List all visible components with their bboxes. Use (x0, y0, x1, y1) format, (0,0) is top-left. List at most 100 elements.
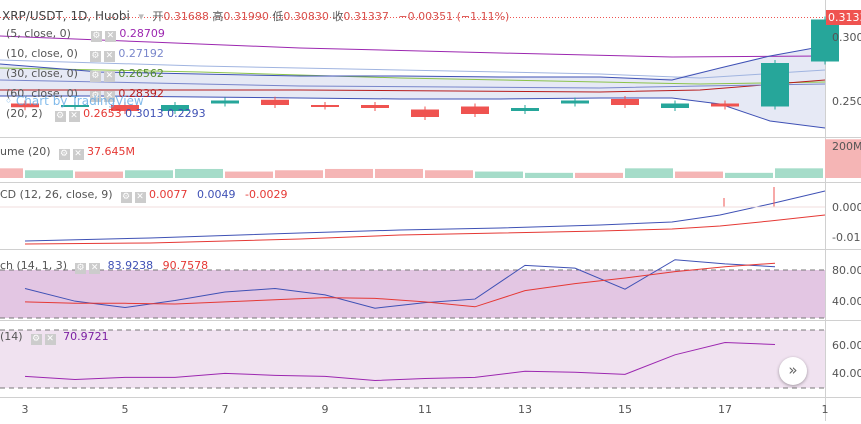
ma10-line (0, 59, 826, 79)
ma30-legend: (30, close, 0) ⚙ ✕ 0.26562 (6, 67, 164, 82)
chart-header: XRP/USDT, 1D, Huobi ▾ 开0.31688 高0.31990 … (2, 9, 509, 24)
candle-body (711, 103, 739, 107)
macd-label: CD (12, 26, close, 9) (0, 188, 113, 201)
candle-body (511, 108, 539, 111)
rsi-legend: (14) ⚙ ✕ 70.9721 (0, 330, 109, 345)
price-tick: 0.300 (832, 31, 861, 44)
ma5-line (0, 35, 826, 58)
settings-icon[interactable]: ⚙ (58, 149, 70, 160)
price-tick: 0.250 (832, 95, 861, 108)
stoch-d-line (24, 262, 776, 308)
close-icon[interactable]: ✕ (44, 334, 56, 345)
macd-signal (24, 214, 826, 245)
bb-value-1: 0.2653 (83, 107, 122, 120)
ma60-line (0, 79, 826, 93)
settings-icon[interactable]: ⚙ (90, 31, 102, 42)
settings-icon[interactable]: ⚙ (75, 263, 87, 274)
close-value: 0.31337 (343, 10, 389, 23)
close-icon[interactable]: ✕ (72, 149, 84, 160)
volume-legend: ume (20) ⚙ ✕ 37.645M (0, 145, 135, 160)
rsi-value: 70.9721 (63, 330, 109, 343)
volume-tick: 200M (832, 140, 861, 153)
volume-bar (375, 168, 423, 178)
candle-body (611, 99, 639, 105)
settings-icon[interactable]: ⚙ (54, 111, 66, 122)
last-price-badge (826, 10, 861, 25)
stoch-tick: 40.00 (832, 295, 861, 308)
close-icon[interactable]: ✕ (103, 71, 115, 82)
bb-label: (20, 2) (6, 107, 43, 120)
high-label: 高 (212, 10, 224, 23)
close-icon[interactable]: ✕ (103, 91, 115, 102)
macd-tick: 0.000 (832, 201, 861, 214)
last-price-label: 0.3133 (828, 11, 861, 24)
volume-bar (625, 168, 673, 178)
x-tick-label: 15 (618, 403, 632, 416)
ma10-value: 0.27192 (118, 47, 164, 60)
collapse-icon[interactable]: ▾ (138, 10, 144, 23)
x-tick-label: 17 (718, 403, 732, 416)
rsi-tick: 40.00 (832, 367, 861, 380)
close-icon[interactable]: ✕ (103, 51, 115, 62)
candle-body (11, 103, 39, 108)
candle-body (561, 100, 589, 104)
volume-bar (825, 139, 861, 178)
volume-bar (575, 172, 623, 178)
volume-bar (175, 168, 223, 178)
volume-bar (0, 168, 23, 178)
volume-bar (775, 168, 823, 178)
settings-icon[interactable]: ⚙ (89, 71, 101, 82)
volume-bar (675, 171, 723, 178)
watermark: ◦ Chart by TradingView (5, 94, 144, 108)
close-icon[interactable]: ✕ (104, 31, 116, 42)
double-chevron-right-icon[interactable]: » (779, 357, 807, 385)
candle-body (411, 109, 439, 117)
stoch-legend: ch (14, 1, 3) ⚙ ✕ 83.9238 90.7578 (0, 259, 208, 274)
x-tick-label: 1 (822, 403, 829, 416)
x-tick-label: 11 (418, 403, 432, 416)
stoch-tick: 80.00 (832, 264, 861, 277)
stoch-value-2: 90.7578 (162, 259, 209, 272)
settings-icon[interactable]: ⚙ (30, 334, 42, 345)
volume-bar (75, 171, 123, 178)
rsi-tick: 60.00 (832, 339, 861, 352)
bb-mid (0, 79, 826, 89)
candle-body (211, 100, 239, 104)
volume-value: 37.645M (87, 145, 136, 158)
settings-icon[interactable]: ⚙ (89, 51, 101, 62)
bb-upper (0, 45, 826, 81)
symbol-label: XRP/USDT, 1D, Huobi (2, 9, 130, 23)
macd-line (24, 190, 826, 242)
low-label: 低 (272, 10, 284, 23)
close-icon[interactable]: ✕ (68, 111, 80, 122)
volume-bar (425, 170, 473, 178)
volume-bar (275, 170, 323, 178)
stoch-value-1: 83.9238 (107, 259, 154, 272)
candle-body (811, 19, 839, 62)
x-tick-label: 13 (518, 403, 532, 416)
stoch-band (0, 270, 825, 318)
ma5-legend: (5, close, 0) ⚙ ✕ 0.28709 (6, 27, 165, 42)
volume-label: ume (20) (0, 145, 51, 158)
close-icon[interactable]: ✕ (134, 192, 146, 203)
volume-bar (225, 171, 273, 178)
ma60-label: (60, close, 0) (6, 87, 78, 100)
ma30-value: 0.26562 (118, 67, 164, 80)
rsi-band (0, 330, 825, 388)
macd-tick: -0.01 (832, 231, 860, 244)
volume-bar (325, 168, 373, 178)
settings-icon[interactable]: ⚙ (89, 91, 101, 102)
candle-body (61, 105, 89, 107)
candle-body (761, 63, 789, 107)
close-icon[interactable]: ✕ (89, 263, 101, 274)
macd-value-3: -0.0029 (245, 188, 288, 201)
volume-bar (525, 172, 573, 178)
x-tick-label: 5 (122, 403, 129, 416)
ma10-label: (10, close, 0) (6, 47, 78, 60)
candle-body (361, 105, 389, 108)
rsi-line (24, 341, 776, 382)
volume-bar (475, 171, 523, 178)
settings-icon[interactable]: ⚙ (120, 192, 132, 203)
